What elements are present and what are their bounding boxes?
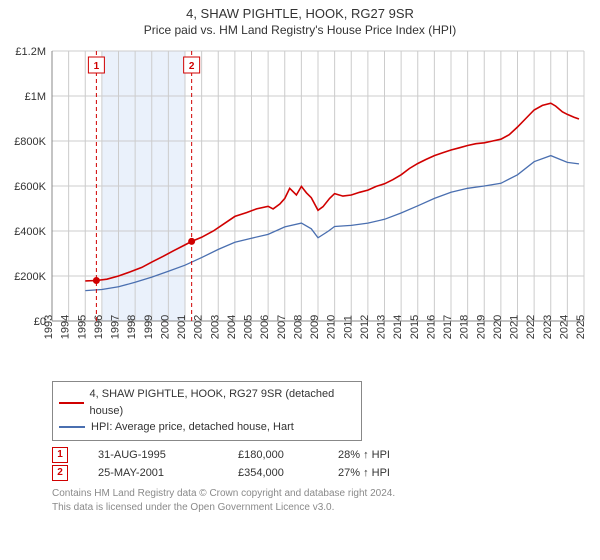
svg-text:2012: 2012 (359, 315, 371, 339)
legend-item: HPI: Average price, detached house, Hart (59, 419, 355, 436)
line-chart: £0£200K£400K£600K£800K£1M£1.2M1993199419… (8, 43, 592, 373)
svg-text:2019: 2019 (475, 315, 487, 339)
footer-line-1: Contains HM Land Registry data © Crown c… (52, 487, 592, 501)
svg-text:1993: 1993 (43, 315, 55, 339)
sale-marker-icon: 1 (52, 447, 68, 463)
svg-text:2006: 2006 (259, 315, 271, 339)
legend-label: HPI: Average price, detached house, Hart (91, 419, 294, 436)
chart-container: 4, SHAW PIGHTLE, HOOK, RG27 9SR Price pa… (0, 0, 600, 515)
svg-text:2003: 2003 (209, 315, 221, 339)
sale-hpi: 27% ↑ HPI (338, 467, 428, 479)
svg-text:1: 1 (94, 61, 100, 72)
svg-text:1997: 1997 (110, 315, 122, 339)
sale-price: £180,000 (238, 449, 308, 461)
svg-text:£600K: £600K (14, 181, 46, 193)
svg-text:2023: 2023 (542, 315, 554, 339)
svg-text:£200K: £200K (14, 271, 46, 283)
svg-text:2025: 2025 (575, 315, 587, 339)
legend-swatch (59, 426, 85, 428)
svg-text:2020: 2020 (492, 315, 504, 339)
svg-text:1999: 1999 (143, 315, 155, 339)
svg-text:2022: 2022 (525, 315, 537, 339)
svg-text:1998: 1998 (126, 315, 138, 339)
legend-label: 4, SHAW PIGHTLE, HOOK, RG27 9SR (detache… (90, 386, 355, 419)
svg-text:2011: 2011 (342, 315, 354, 339)
svg-text:2005: 2005 (243, 315, 255, 339)
legend: 4, SHAW PIGHTLE, HOOK, RG27 9SR (detache… (52, 381, 362, 441)
legend-item: 4, SHAW PIGHTLE, HOOK, RG27 9SR (detache… (59, 386, 355, 419)
svg-text:2016: 2016 (425, 315, 437, 339)
svg-text:£400K: £400K (14, 226, 46, 238)
sale-price: £354,000 (238, 467, 308, 479)
svg-text:2017: 2017 (442, 315, 454, 339)
svg-text:£1M: £1M (25, 91, 46, 103)
svg-text:2002: 2002 (193, 315, 205, 339)
svg-text:2004: 2004 (226, 315, 238, 339)
svg-text:2001: 2001 (176, 315, 188, 339)
svg-text:1995: 1995 (76, 315, 88, 339)
svg-text:2000: 2000 (159, 315, 171, 339)
sale-date: 25-MAY-2001 (98, 467, 208, 479)
sale-row: 1 31-AUG-1995 £180,000 28% ↑ HPI (52, 447, 592, 463)
svg-text:2024: 2024 (558, 315, 570, 339)
svg-text:2021: 2021 (509, 315, 521, 339)
svg-text:2014: 2014 (392, 315, 404, 339)
footer-line-2: This data is licensed under the Open Gov… (52, 501, 592, 515)
svg-text:2: 2 (189, 61, 195, 72)
svg-text:2007: 2007 (276, 315, 288, 339)
sales-list: 1 31-AUG-1995 £180,000 28% ↑ HPI 2 25-MAY-200… (8, 447, 592, 481)
sale-row: 2 25-MAY-2001 £354,000 27% ↑ HPI (52, 465, 592, 481)
attribution: Contains HM Land Registry data © Crown c… (52, 487, 592, 515)
svg-text:2008: 2008 (292, 315, 304, 339)
sale-marker-icon: 2 (52, 465, 68, 481)
svg-text:2018: 2018 (459, 315, 471, 339)
svg-text:2010: 2010 (326, 315, 338, 339)
svg-text:2013: 2013 (376, 315, 388, 339)
sale-hpi: 28% ↑ HPI (338, 449, 428, 461)
svg-text:1996: 1996 (93, 315, 105, 339)
svg-text:2015: 2015 (409, 315, 421, 339)
chart-title: 4, SHAW PIGHTLE, HOOK, RG27 9SR (8, 6, 592, 21)
svg-text:£1.2M: £1.2M (15, 46, 46, 58)
sale-date: 31-AUG-1995 (98, 449, 208, 461)
legend-swatch (59, 402, 84, 404)
chart-subtitle: Price paid vs. HM Land Registry's House … (8, 23, 592, 37)
svg-text:£800K: £800K (14, 136, 46, 148)
svg-text:1994: 1994 (60, 315, 72, 339)
svg-text:2009: 2009 (309, 315, 321, 339)
chart-area: £0£200K£400K£600K£800K£1M£1.2M1993199419… (8, 43, 592, 373)
